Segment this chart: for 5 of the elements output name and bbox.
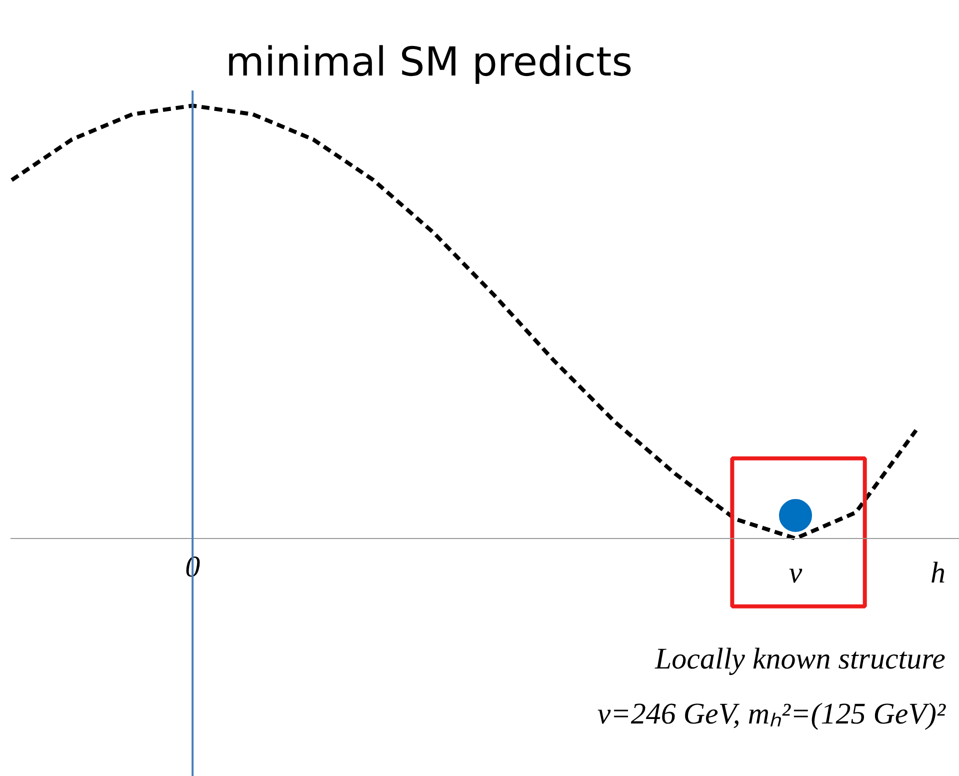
chart-title: minimal SM predicts [226, 40, 633, 86]
x-axis-title: h [930, 556, 946, 590]
text: v=246 GeV, mₕ²=(125 GeV)² [597, 698, 947, 730]
x-tick-label: v [788, 556, 803, 590]
text: Locally known structure [654, 642, 946, 676]
